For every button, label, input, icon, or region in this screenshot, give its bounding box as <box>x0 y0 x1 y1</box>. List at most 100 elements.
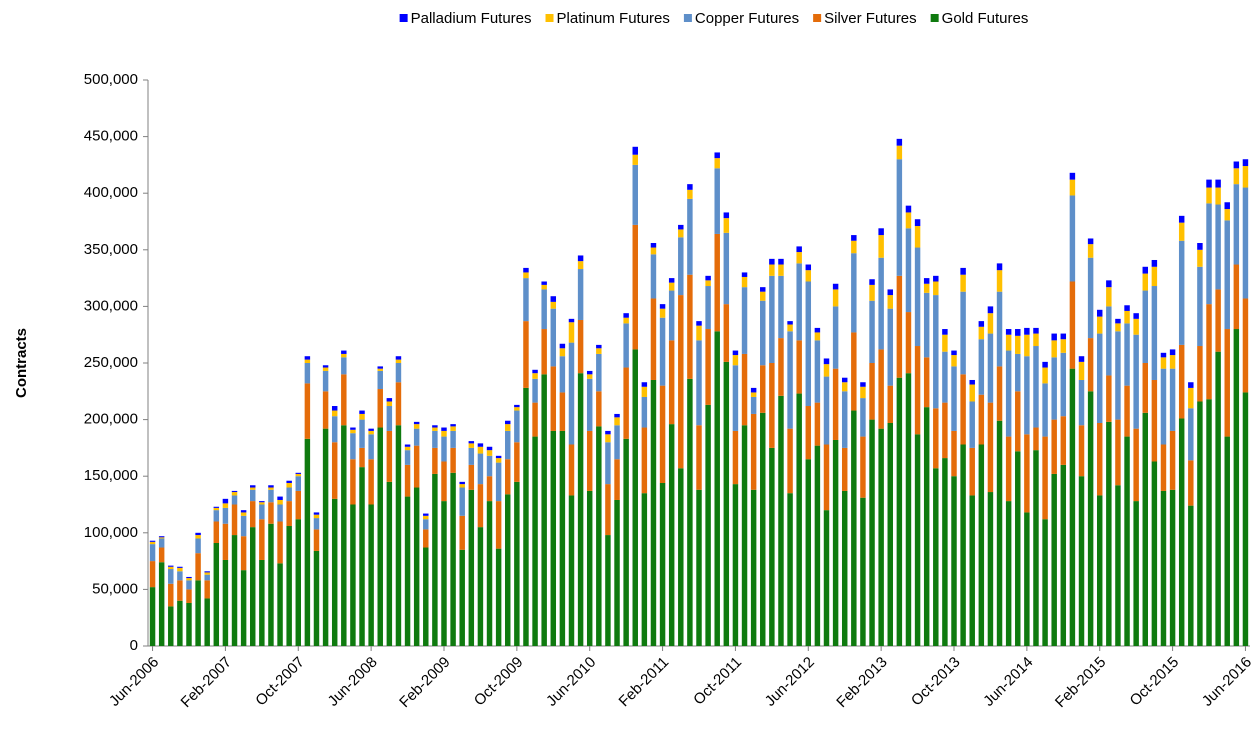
bar-segment <box>240 510 247 513</box>
bar-segment <box>386 430 393 482</box>
bar-segment <box>505 430 511 460</box>
bar-segment <box>386 398 393 402</box>
bar-segment <box>477 446 484 454</box>
bar-segment <box>1160 357 1167 369</box>
bar-segment <box>350 504 356 646</box>
bar-segment <box>905 228 912 313</box>
bar-segment <box>714 158 720 169</box>
bar-segment <box>769 275 775 363</box>
bar-segment <box>1124 323 1130 386</box>
bar-segment <box>441 430 447 437</box>
x-tick-label: Feb-2011 <box>616 654 673 711</box>
bar-segment <box>823 510 830 646</box>
bar-segment <box>395 382 402 426</box>
bar-segment <box>577 261 584 270</box>
bar-segment <box>623 313 629 318</box>
bar-segment <box>559 392 566 431</box>
bar-segment <box>978 444 985 646</box>
bar-segment <box>168 583 174 607</box>
bar-segment <box>395 356 402 360</box>
bar-segment <box>1106 287 1112 307</box>
bar-segment <box>851 253 857 333</box>
bar-segment <box>750 489 757 646</box>
bar-segment <box>1069 368 1076 646</box>
bar-segment <box>1096 495 1103 646</box>
bar-segment <box>459 487 465 516</box>
bar-segment <box>841 382 848 392</box>
bar-segment <box>213 542 220 646</box>
bar-segment <box>1233 161 1240 169</box>
bar-segment <box>1197 266 1203 347</box>
bar-segment <box>823 364 830 377</box>
bar-segment <box>1206 179 1212 188</box>
bar-segment <box>650 298 657 380</box>
bar-segment <box>860 398 866 437</box>
y-tick-label: 450,000 <box>84 128 138 145</box>
bar-segment <box>1024 327 1030 335</box>
bar-segment <box>477 443 484 447</box>
bar-segment <box>769 258 775 265</box>
bar-segment <box>505 494 511 646</box>
bar-segment <box>1078 379 1085 426</box>
bar-segment <box>1215 204 1221 290</box>
bar-segment <box>1215 179 1221 188</box>
bar-segment <box>632 349 638 646</box>
bar-segment <box>887 422 893 646</box>
bar-segment <box>350 433 356 460</box>
bar-segment <box>1224 220 1230 330</box>
bar-segment <box>1224 209 1230 221</box>
bar-segment <box>177 600 183 646</box>
bar-segment <box>277 499 283 505</box>
bar-segment <box>832 306 839 369</box>
x-tick-label: Jun-2006 <box>106 654 162 710</box>
bar-segment <box>240 515 247 537</box>
bar-segment <box>331 416 338 443</box>
bar-segment <box>1178 240 1185 345</box>
bar-segment <box>1024 434 1030 513</box>
bar-segment <box>250 485 256 488</box>
bar-segment <box>641 396 648 428</box>
bar-segment <box>814 340 821 403</box>
bar-segment <box>1078 425 1085 477</box>
bar-segment <box>614 425 620 460</box>
bar-segment <box>1042 367 1048 384</box>
bar-segment <box>222 523 229 560</box>
bar-segment <box>1224 436 1230 646</box>
bar-segment <box>1033 346 1039 428</box>
bar-segment <box>1069 172 1076 180</box>
bar-segment <box>923 292 930 358</box>
bar-segment <box>268 489 274 503</box>
bar-segment <box>1233 264 1240 330</box>
bar-segment <box>377 368 383 371</box>
bar-segment <box>741 353 748 426</box>
bar-segment <box>1242 187 1249 299</box>
bar-segment <box>832 283 839 290</box>
bar-segment <box>377 366 383 369</box>
bar-segment <box>787 428 793 494</box>
bar-segment <box>259 501 265 503</box>
bar-segment <box>313 512 320 515</box>
bar-segment <box>486 450 493 456</box>
bar-segment <box>304 383 311 439</box>
bar-segment <box>432 425 438 428</box>
bar-segment <box>477 484 484 528</box>
x-tick-label: Feb-2007 <box>178 654 235 711</box>
bar-segment <box>1242 159 1249 167</box>
bar-segment <box>896 138 903 146</box>
bar-segment <box>1087 257 1094 339</box>
y-tick-label: 150,000 <box>84 467 138 484</box>
x-tick-label: Oct-2015 <box>1127 654 1183 710</box>
bar-segment <box>668 278 675 283</box>
bar-segment <box>878 428 884 646</box>
bar-segment <box>1242 166 1249 188</box>
bar-segment <box>259 502 265 505</box>
bar-segment <box>1024 334 1030 357</box>
bar-segment <box>149 540 156 542</box>
bar-segment <box>541 329 547 375</box>
bar-segment <box>195 538 201 554</box>
bar-segment <box>550 301 557 309</box>
bar-segment <box>259 504 265 520</box>
bar-segment <box>277 504 283 522</box>
bar-segment <box>942 334 948 352</box>
